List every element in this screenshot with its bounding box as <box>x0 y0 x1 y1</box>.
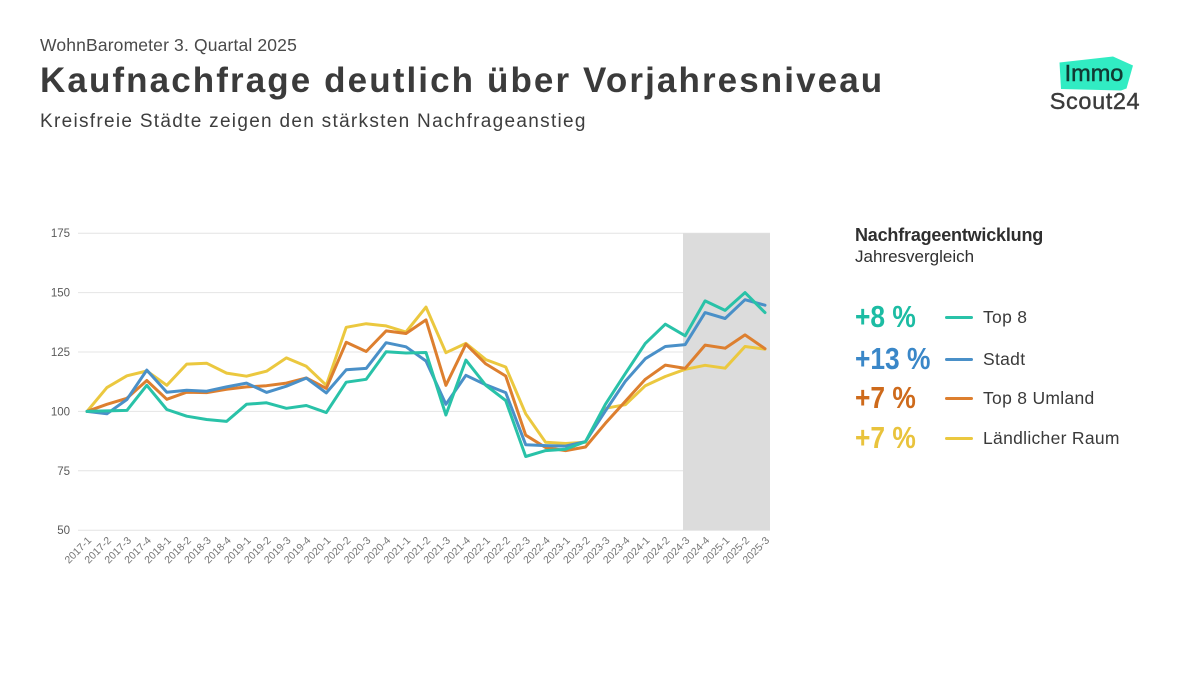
svg-text:125: 125 <box>51 347 70 359</box>
svg-text:Immo: Immo <box>1065 60 1124 86</box>
svg-text:100: 100 <box>51 406 70 418</box>
svg-text:50: 50 <box>57 525 70 537</box>
svg-text:150: 150 <box>51 288 70 300</box>
svg-text:Scout24: Scout24 <box>1050 88 1140 114</box>
svg-text:175: 175 <box>51 228 70 240</box>
svg-text:75: 75 <box>57 466 70 478</box>
